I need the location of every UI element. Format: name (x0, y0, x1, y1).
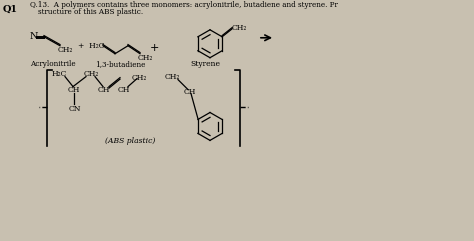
Text: CH: CH (68, 86, 81, 94)
Text: CN: CN (69, 105, 82, 113)
Text: CH₂: CH₂ (165, 73, 181, 81)
Text: Q.13.  A polymers contains three monomers: acrylonitrile, butadiene and styrene.: Q.13. A polymers contains three monomers… (30, 1, 338, 9)
Text: CH₂: CH₂ (232, 24, 247, 32)
Text: CH: CH (98, 86, 110, 94)
Text: 1,3-butadiene: 1,3-butadiene (95, 60, 146, 68)
Text: CH₂: CH₂ (58, 46, 73, 54)
Text: CH₂: CH₂ (84, 70, 100, 78)
Text: (ABS plastic): (ABS plastic) (105, 137, 155, 145)
Text: +: + (150, 43, 159, 53)
Text: CH: CH (184, 87, 196, 96)
Text: CH₂: CH₂ (132, 74, 147, 82)
Text: N: N (30, 32, 38, 41)
Text: +  H₂C: + H₂C (78, 42, 104, 50)
Text: H₂C: H₂C (52, 70, 67, 78)
Text: Styrene: Styrene (190, 60, 220, 68)
Text: Q1: Q1 (3, 4, 18, 13)
Text: CH₂: CH₂ (138, 54, 154, 62)
Text: CH: CH (118, 86, 130, 94)
Text: structure of this ABS plastic.: structure of this ABS plastic. (38, 8, 143, 16)
Text: Acrylonitrile: Acrylonitrile (30, 60, 76, 68)
